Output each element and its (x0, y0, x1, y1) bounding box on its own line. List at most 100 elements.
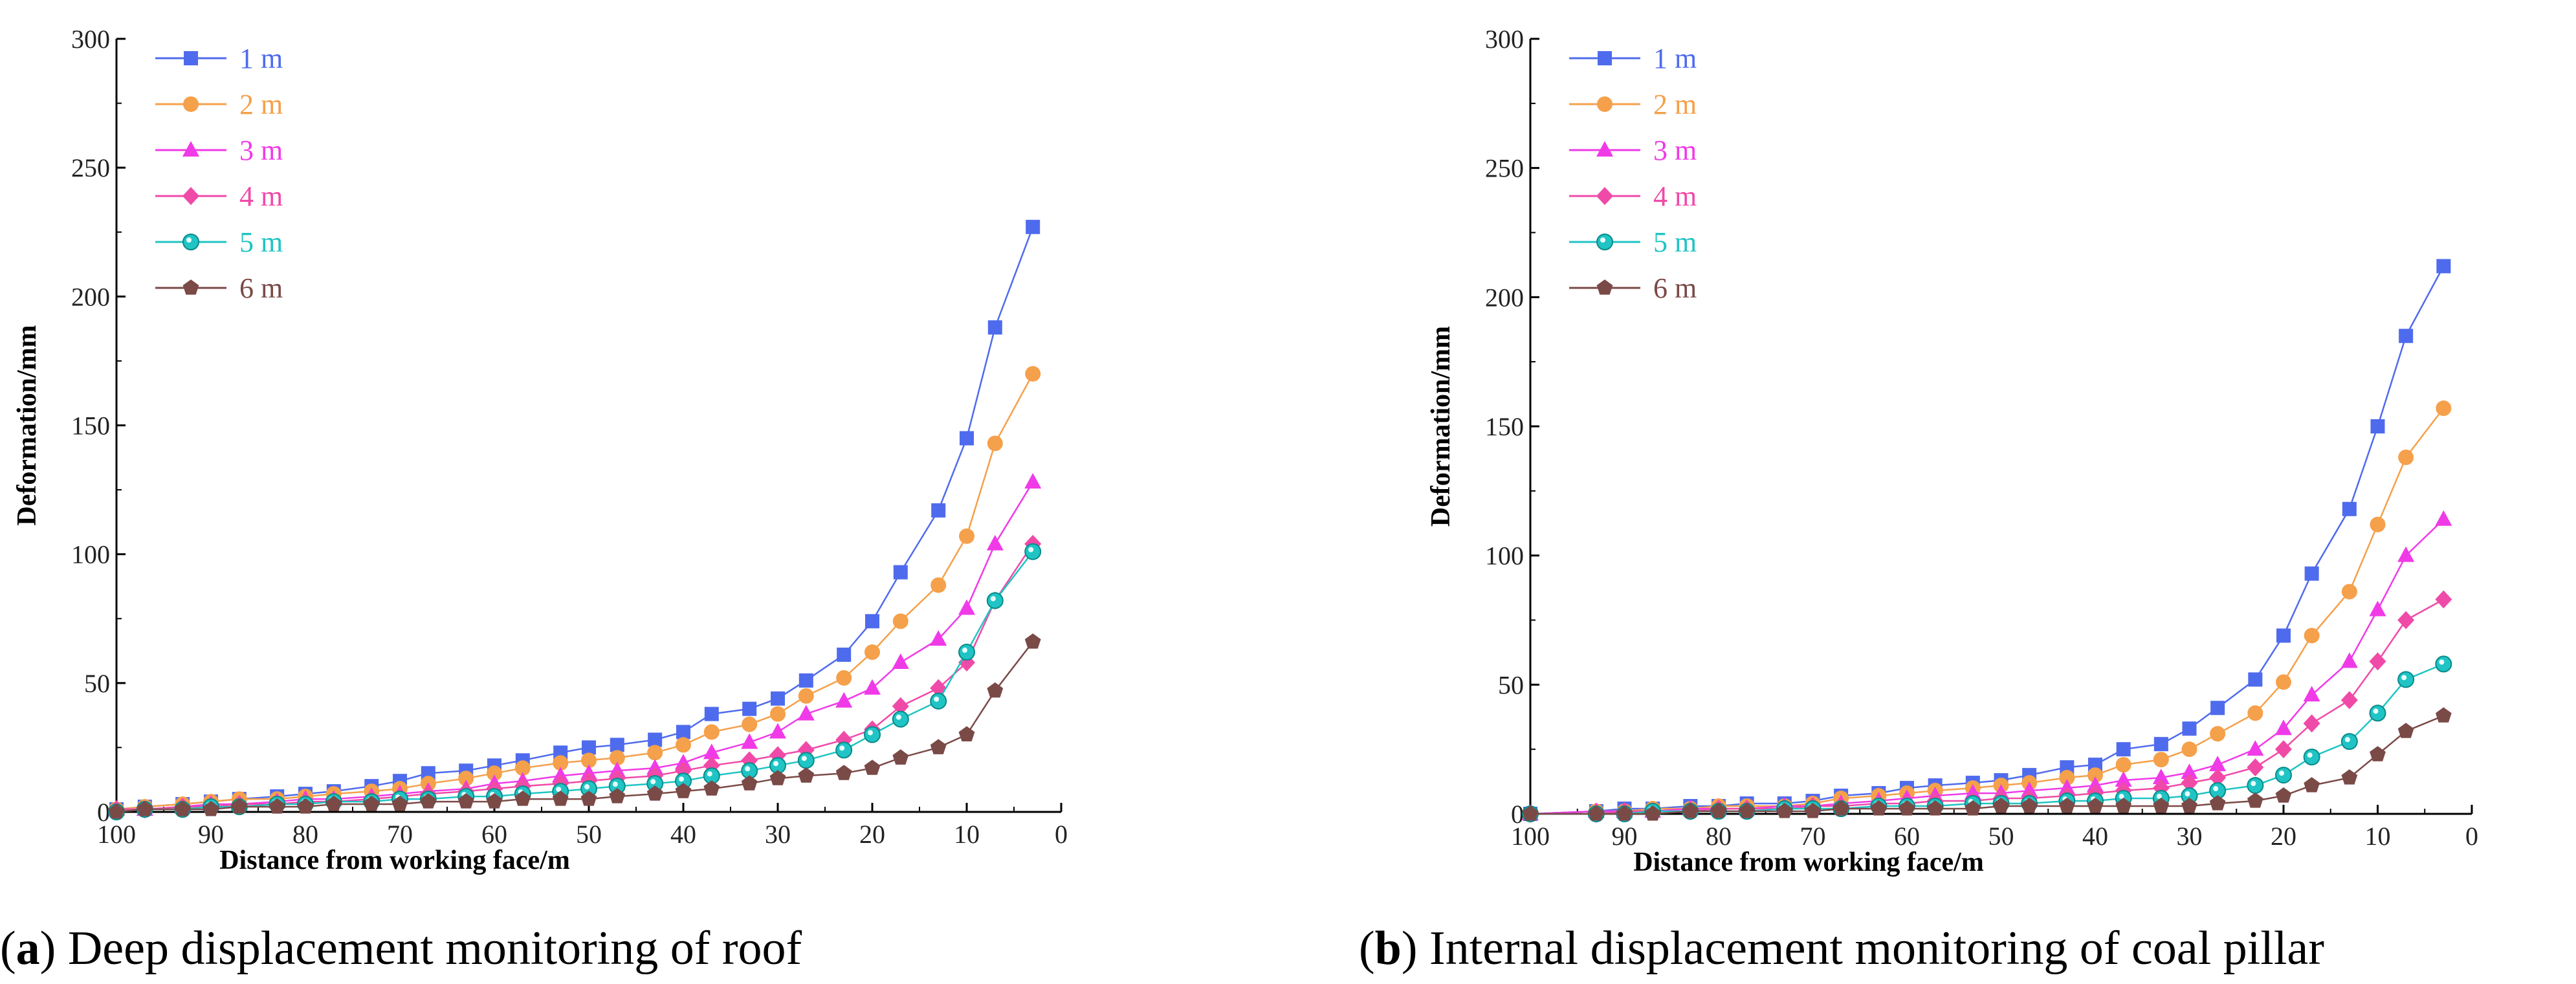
panel-a-data-point (704, 706, 719, 721)
panel-a-data-point (580, 791, 597, 806)
panel-a-caption-letter: a (16, 922, 40, 975)
panel-b-data-point-highlight (2119, 794, 2124, 800)
panel-a-y-tick-label: 100 (71, 540, 110, 569)
panel-b-data-point (2397, 546, 2415, 562)
panel-a-data-point (647, 745, 663, 761)
panel-a-data-point (703, 743, 720, 760)
panel-b-data-point (2340, 691, 2358, 710)
panel-a-legend-marker (182, 279, 199, 295)
panel-a-legend-label: 5 m (239, 226, 283, 258)
panel-a-data-point (837, 648, 852, 662)
panel-a-data-point (769, 723, 786, 739)
panel-a-x-tick-label: 50 (576, 820, 602, 849)
panel-a-data-point (108, 804, 125, 819)
panel-b-legend-marker (1597, 96, 1613, 112)
panel-b-y-tick-label: 250 (1485, 154, 1524, 183)
panel-a-x-tick-label: 0 (1055, 820, 1068, 849)
panel-a-data-point (771, 691, 785, 706)
panel-b-series-1 (1523, 259, 2451, 821)
panel-a-data-point (648, 732, 663, 747)
panel-a-data-point (987, 435, 1003, 452)
panel-b-data-point (1682, 803, 1699, 818)
panel-b-y-tick-label: 150 (1485, 412, 1524, 441)
panel-a-legend-label: 6 m (239, 272, 283, 304)
panel-b-data-point (2116, 742, 2131, 757)
panel-a-data-point (798, 688, 814, 704)
panel-b-data-point-highlight (2373, 708, 2379, 714)
panel-b-series-6 (1522, 707, 2452, 821)
panel-a-data-point (646, 785, 663, 801)
panel-a-data-point-highlight (962, 648, 967, 653)
panel-a-data-point (174, 801, 191, 816)
panel-b-data-point (2340, 652, 2358, 668)
panel-b-data-point (2059, 798, 2075, 813)
panel-b-x-tick-label: 50 (1988, 822, 2014, 851)
panel-b-data-point (2276, 628, 2291, 643)
panel-a-series-line (116, 373, 1034, 811)
panel-b-data-point-highlight (2401, 675, 2407, 681)
panel-b-y-tick-label: 100 (1485, 541, 1524, 571)
panel-a-data-point (741, 733, 758, 749)
panel-a-data-point (986, 534, 1004, 551)
panel-a-x-axis-title: Distance from working face/m (219, 846, 570, 875)
panel-a-legend-label: 1 m (239, 43, 283, 74)
panel-a-data-point (930, 630, 947, 646)
panel-b-data-point (2370, 516, 2386, 532)
panel-b-data-point (2209, 795, 2226, 811)
panel-b-data-point (1644, 805, 1661, 821)
panel-a-data-point (457, 793, 474, 809)
panel-b-data-point (2369, 600, 2386, 617)
panel-a-x-tick-label: 30 (765, 820, 791, 849)
panel-b-data-point (2181, 774, 2198, 793)
panel-b-data-point (2210, 701, 2225, 716)
panel-b-data-point (2115, 771, 2132, 787)
panel-a-data-point (769, 770, 786, 785)
panel-a-data-point (514, 791, 531, 806)
panel-b-x-tick-label: 90 (1612, 822, 1638, 851)
panel-a-x-tick-label: 20 (859, 820, 885, 849)
panel-b-data-point (2303, 714, 2320, 733)
panel-a-x-tick-label: 10 (954, 820, 980, 849)
panel-b-data-point (1927, 800, 1943, 816)
panel-a-data-point (892, 749, 909, 765)
panel-a-data-point-highlight (773, 761, 778, 767)
panel-b-data-point (2247, 793, 2263, 808)
panel-b-data-point (1993, 798, 2009, 813)
panel-b-y-tick-label: 0 (1511, 800, 1524, 829)
panel-a-x-tick-label: 40 (670, 820, 696, 849)
panel-b-data-point-highlight (2213, 786, 2219, 792)
panel-a-data-point (930, 577, 947, 593)
panel-a-data-point (137, 801, 153, 816)
panel-b-data-point (2247, 758, 2264, 777)
panel-b-data-point (2115, 757, 2131, 773)
panel-b-data-point (1616, 805, 1633, 821)
panel-a-data-point (987, 682, 1004, 698)
panel-b-data-point-highlight (2156, 794, 2162, 800)
panel-a-legend-marker (182, 187, 199, 205)
panel-a-x-tick-label: 90 (198, 820, 224, 849)
panel-a-data-point (931, 503, 946, 518)
panel-a-y-tick-label: 300 (71, 25, 110, 54)
panel-b-legend: 1 m 2 m 3 m 4 m 5 m 6 m (1569, 43, 1697, 304)
panel-a-data-point (959, 528, 974, 544)
panel-b-data-point (2341, 769, 2358, 785)
panel-a-data-point (864, 644, 880, 661)
panel-b-data-point-highlight (2251, 781, 2256, 787)
panel-b-data-point (2435, 655, 2452, 673)
panel-a-data-point (363, 796, 380, 811)
panel-a-data-point (420, 793, 437, 809)
panel-a-data-point (741, 775, 758, 791)
panel-a-y-axis-title: Deformation/mm (12, 325, 42, 525)
panel-a-data-point (1025, 366, 1041, 382)
panel-b-data-point (2370, 419, 2385, 433)
panel-a-data-point (986, 592, 1004, 609)
panel-a-y-tick-label: 250 (71, 153, 110, 182)
panel-b-x-tick-label: 100 (1511, 822, 1550, 851)
panel-b-x-tick-label: 10 (2365, 822, 2391, 851)
panel-b-x-tick-label: 70 (1800, 822, 1826, 851)
panel-a-data-point (797, 752, 815, 769)
panel-a-data-point (582, 740, 596, 755)
panel-a-data-point (703, 780, 720, 796)
panel-b-y-tick-label: 50 (1498, 670, 1524, 699)
panel-a-series-6 (108, 633, 1041, 819)
